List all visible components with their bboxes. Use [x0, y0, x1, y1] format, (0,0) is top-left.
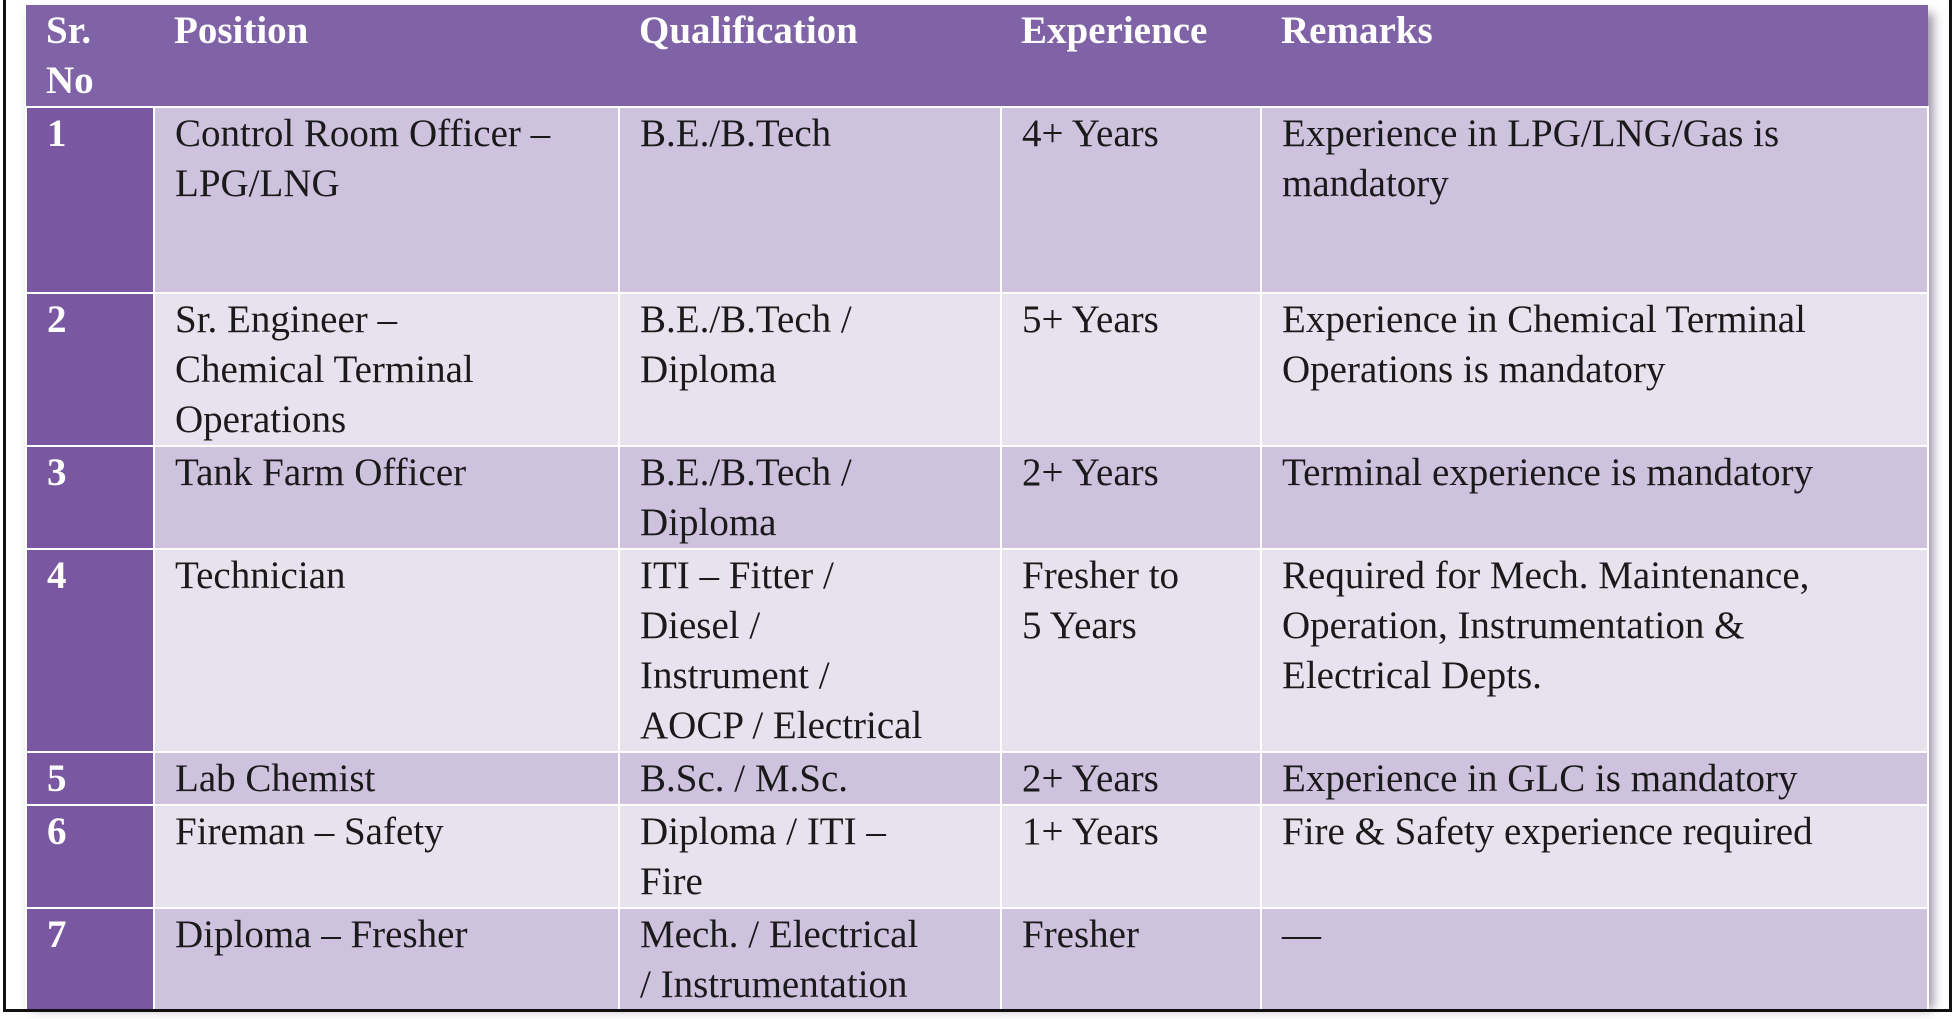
table-row: 7 Diploma – Fresher Mech. / Electrical /…: [25, 907, 1929, 1012]
table-row: 5 Lab Chemist B.Sc. / M.Sc. 2+ Years Exp…: [25, 751, 1929, 806]
table-row: 2 Sr. Engineer – Chemical Terminal Opera…: [25, 292, 1929, 447]
cell-remarks: —: [1260, 907, 1929, 1012]
cell-experience: 2+ Years: [1000, 445, 1262, 550]
cell-qualification: Diploma / ITI – Fire: [618, 804, 1002, 909]
cell-remarks: Required for Mech. Maintenance, Operatio…: [1260, 548, 1929, 753]
table-row: 6 Fireman – Safety Diploma / ITI – Fire …: [25, 804, 1929, 909]
cell-sr-no: 4: [25, 548, 155, 753]
cell-remarks: Experience in Chemical Terminal Operatio…: [1260, 292, 1929, 447]
header-experience: Experience: [1001, 5, 1261, 108]
cell-remarks: Experience in GLC is mandatory: [1260, 751, 1929, 806]
header-sr-no: Sr. No: [26, 5, 154, 108]
cell-qualification: B.E./B.Tech: [618, 106, 1002, 294]
cell-qualification: B.Sc. / M.Sc.: [618, 751, 1002, 806]
cell-qualification: ITI – Fitter / Diesel / Instrument / AOC…: [618, 548, 1002, 753]
cell-remarks: Experience in LPG/LNG/Gas is mandatory: [1260, 106, 1929, 294]
cell-remarks: Fire & Safety experience required: [1260, 804, 1929, 909]
header-remarks: Remarks: [1261, 5, 1928, 108]
cell-position: Technician: [153, 548, 620, 753]
cell-experience: Fresher: [1000, 907, 1262, 1012]
table-row: 1 Control Room Officer – LPG/LNG B.E./B.…: [25, 106, 1929, 294]
cell-position: Lab Chemist: [153, 751, 620, 806]
cell-sr-no: 6: [25, 804, 155, 909]
cell-experience: Fresher to 5 Years: [1000, 548, 1262, 753]
cell-position: Fireman – Safety: [153, 804, 620, 909]
cell-experience: 2+ Years: [1000, 751, 1262, 806]
cell-position: Diploma – Fresher: [153, 907, 620, 1012]
cell-remarks: Terminal experience is mandatory: [1260, 445, 1929, 550]
recruitment-table-wrapper: Sr. No Position Qualification Experience…: [25, 5, 1929, 1012]
cell-experience: 4+ Years: [1000, 106, 1262, 294]
header-qualification: Qualification: [619, 5, 1001, 108]
table-row: 4 Technician ITI – Fitter / Diesel / Ins…: [25, 548, 1929, 753]
table-row: 3 Tank Farm Officer B.E./B.Tech / Diplom…: [25, 445, 1929, 550]
cell-sr-no: 2: [25, 292, 155, 447]
cell-position: Tank Farm Officer: [153, 445, 620, 550]
cell-sr-no: 3: [25, 445, 155, 550]
table-header-row: Sr. No Position Qualification Experience…: [26, 5, 1928, 108]
cell-experience: 1+ Years: [1000, 804, 1262, 909]
header-position: Position: [154, 5, 619, 108]
cell-experience: 5+ Years: [1000, 292, 1262, 447]
cell-qualification: B.E./B.Tech / Diploma: [618, 292, 1002, 447]
cell-qualification: B.E./B.Tech / Diploma: [618, 445, 1002, 550]
recruitment-table: Sr. No Position Qualification Experience…: [25, 5, 1929, 1012]
cell-position: Sr. Engineer – Chemical Terminal Operati…: [153, 292, 620, 447]
cell-sr-no: 1: [25, 106, 155, 294]
cell-sr-no: 7: [25, 907, 155, 1012]
cell-position: Control Room Officer – LPG/LNG: [153, 106, 620, 294]
cell-qualification: Mech. / Electrical / Instrumentation: [618, 907, 1002, 1012]
cell-sr-no: 5: [25, 751, 155, 806]
